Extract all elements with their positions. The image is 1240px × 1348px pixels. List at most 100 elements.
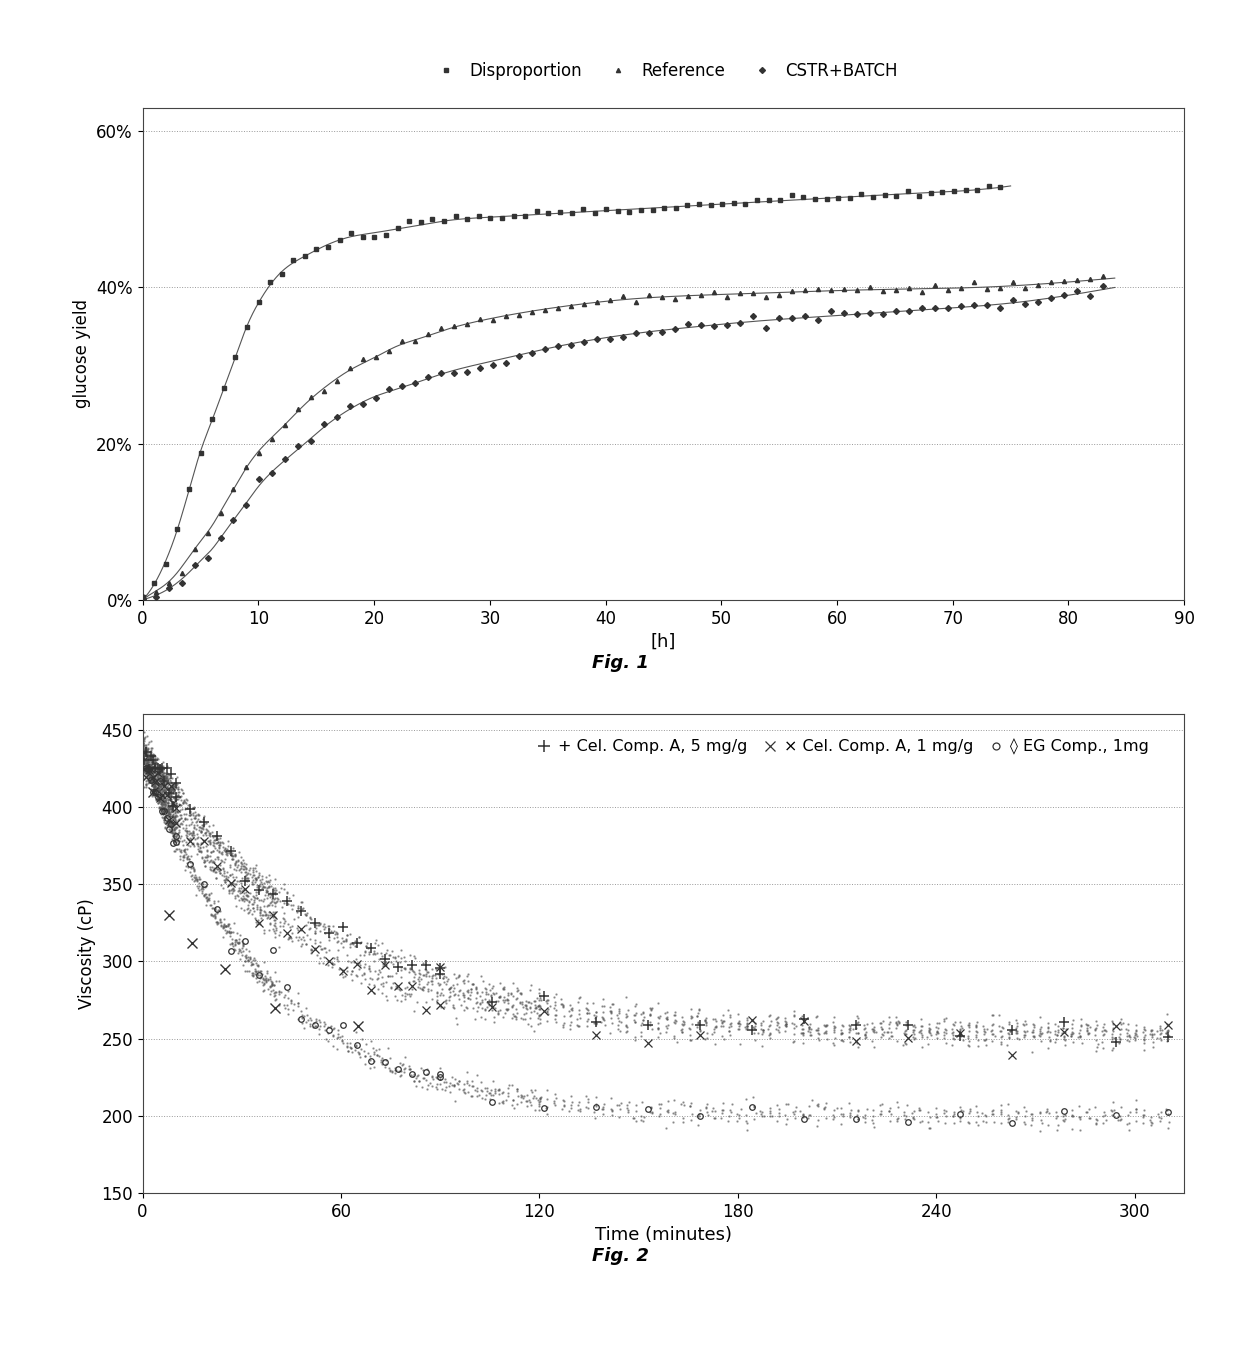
Cel. Comp. A, 1 mg/g — [1161, 1016, 1176, 1033]
Cel. Comp. A, 5 mg/g — [321, 925, 336, 941]
Legend: + Cel. Comp. A, 5 mg/g, × Cel. Comp. A, 1 mg/g, ◊ EG Comp., 1mg: + Cel. Comp. A, 5 mg/g, × Cel. Comp. A, … — [527, 732, 1156, 762]
EG Comp., 1mg — [433, 1066, 448, 1082]
EG Comp., 1mg — [279, 979, 294, 995]
Cel. Comp. A, 1 mg/g — [294, 921, 309, 937]
Cel. Comp. A, 5 mg/g — [363, 940, 378, 956]
Line: Reference: Reference — [140, 274, 1106, 599]
Cel. Comp. A, 1 mg/g — [900, 1030, 915, 1046]
Cel. Comp. A, 1 mg/g — [166, 794, 181, 810]
Cel. Comp. A, 1 mg/g — [157, 778, 172, 794]
Cel. Comp. A, 1 mg/g — [308, 941, 322, 957]
Cel. Comp. A, 5 mg/g — [279, 894, 294, 910]
CSTR+BATCH — [862, 305, 877, 321]
EG Comp., 1mg — [157, 803, 172, 820]
EG Comp., 1mg — [589, 1099, 604, 1115]
Cel. Comp. A, 5 mg/g — [1109, 1034, 1123, 1050]
Disproportion — [807, 191, 822, 208]
EG Comp., 1mg — [641, 1101, 656, 1117]
Cel. Comp. A, 1 mg/g — [321, 953, 336, 969]
Cel. Comp. A, 5 mg/g — [153, 760, 167, 776]
Cel. Comp. A, 5 mg/g — [1056, 1014, 1071, 1030]
Cel. Comp. A, 5 mg/g — [848, 1016, 863, 1033]
Cel. Comp. A, 1 mg/g — [224, 875, 239, 891]
Cel. Comp. A, 5 mg/g — [485, 993, 500, 1010]
Cel. Comp. A, 5 mg/g — [150, 760, 165, 776]
Cel. Comp. A, 5 mg/g — [210, 828, 224, 844]
Cel. Comp. A, 5 mg/g — [1161, 1029, 1176, 1045]
Cel. Comp. A, 1 mg/g — [485, 999, 500, 1015]
Cel. Comp. A, 5 mg/g — [744, 1022, 759, 1038]
EG Comp., 1mg — [252, 967, 267, 983]
Cel. Comp. A, 5 mg/g — [146, 752, 161, 768]
Cel. Comp. A, 1 mg/g — [952, 1024, 967, 1041]
CSTR+BATCH — [888, 303, 903, 319]
Disproportion — [900, 183, 915, 200]
Cel. Comp. A, 1 mg/g — [182, 833, 197, 849]
Reference — [928, 278, 942, 294]
Cel. Comp. A, 1 mg/g — [169, 801, 184, 817]
EG Comp., 1mg — [164, 816, 179, 832]
Cel. Comp. A, 5 mg/g — [537, 988, 552, 1004]
EG Comp., 1mg — [335, 1016, 350, 1033]
Cel. Comp. A, 1 mg/g — [589, 1027, 604, 1043]
EG Comp., 1mg — [210, 900, 224, 917]
Cel. Comp. A, 5 mg/g — [900, 1016, 915, 1033]
Cel. Comp. A, 5 mg/g — [169, 789, 184, 805]
Cel. Comp. A, 5 mg/g — [265, 887, 280, 903]
Cel. Comp. A, 1 mg/g — [169, 814, 184, 830]
Line: Disproportion: Disproportion — [140, 185, 1002, 599]
CSTR+BATCH — [135, 590, 150, 607]
Cel. Comp. A, 1 mg/g — [1109, 1018, 1123, 1034]
CSTR+BATCH — [992, 299, 1007, 315]
Cel. Comp. A, 5 mg/g — [377, 952, 392, 968]
Cel. Comp. A, 1 mg/g — [139, 768, 154, 785]
Disproportion — [205, 411, 219, 427]
Cel. Comp. A, 1 mg/g — [796, 1014, 811, 1030]
Cel. Comp. A, 5 mg/g — [294, 903, 309, 919]
Cel. Comp. A, 1 mg/g — [433, 958, 448, 975]
EG Comp., 1mg — [159, 810, 174, 826]
EG Comp., 1mg — [1161, 1104, 1176, 1120]
EG Comp., 1mg — [166, 834, 181, 851]
EG Comp., 1mg — [848, 1111, 863, 1127]
Cel. Comp. A, 5 mg/g — [433, 960, 448, 976]
Reference — [992, 279, 1007, 295]
Line: EG Comp., 1mg: EG Comp., 1mg — [141, 754, 1171, 1126]
Cel. Comp. A, 5 mg/g — [161, 786, 176, 802]
Cel. Comp. A, 5 mg/g — [335, 918, 350, 934]
Cel. Comp. A, 1 mg/g — [1056, 1023, 1071, 1039]
EG Comp., 1mg — [141, 760, 156, 776]
Cel. Comp. A, 5 mg/g — [164, 767, 179, 783]
EG Comp., 1mg — [693, 1108, 708, 1124]
Cel. Comp. A, 1 mg/g — [144, 760, 159, 776]
Legend: Disproportion, Reference, CSTR+BATCH: Disproportion, Reference, CSTR+BATCH — [429, 62, 898, 80]
EG Comp., 1mg — [169, 829, 184, 845]
Disproportion — [993, 178, 1008, 194]
Cel. Comp. A, 1 mg/g — [405, 977, 420, 993]
EG Comp., 1mg — [161, 821, 176, 837]
EG Comp., 1mg — [1004, 1115, 1019, 1131]
Cel. Comp. A, 5 mg/g — [148, 760, 162, 776]
EG Comp., 1mg — [153, 774, 167, 790]
Cel. Comp. A, 1 mg/g — [161, 811, 176, 828]
Cel. Comp. A, 5 mg/g — [391, 958, 405, 975]
EG Comp., 1mg — [182, 856, 197, 872]
EG Comp., 1mg — [485, 1095, 500, 1111]
Cel. Comp. A, 1 mg/g — [159, 787, 174, 803]
EG Comp., 1mg — [148, 785, 162, 801]
EG Comp., 1mg — [405, 1065, 420, 1081]
Line: Cel. Comp. A, 5 mg/g: Cel. Comp. A, 5 mg/g — [139, 747, 1173, 1047]
Text: Fig. 1: Fig. 1 — [591, 654, 649, 673]
Cel. Comp. A, 1 mg/g — [196, 833, 211, 849]
X-axis label: Time (minutes): Time (minutes) — [595, 1227, 732, 1244]
EG Comp., 1mg — [196, 876, 211, 892]
Cel. Comp. A, 1 mg/g — [164, 778, 179, 794]
EG Comp., 1mg — [238, 933, 253, 949]
Cel. Comp. A, 5 mg/g — [641, 1016, 656, 1033]
Cel. Comp. A, 5 mg/g — [155, 760, 170, 776]
Reference — [1096, 268, 1111, 284]
EG Comp., 1mg — [155, 802, 170, 818]
EG Comp., 1mg — [796, 1111, 811, 1127]
Cel. Comp. A, 5 mg/g — [224, 842, 239, 859]
Reference — [901, 280, 916, 297]
